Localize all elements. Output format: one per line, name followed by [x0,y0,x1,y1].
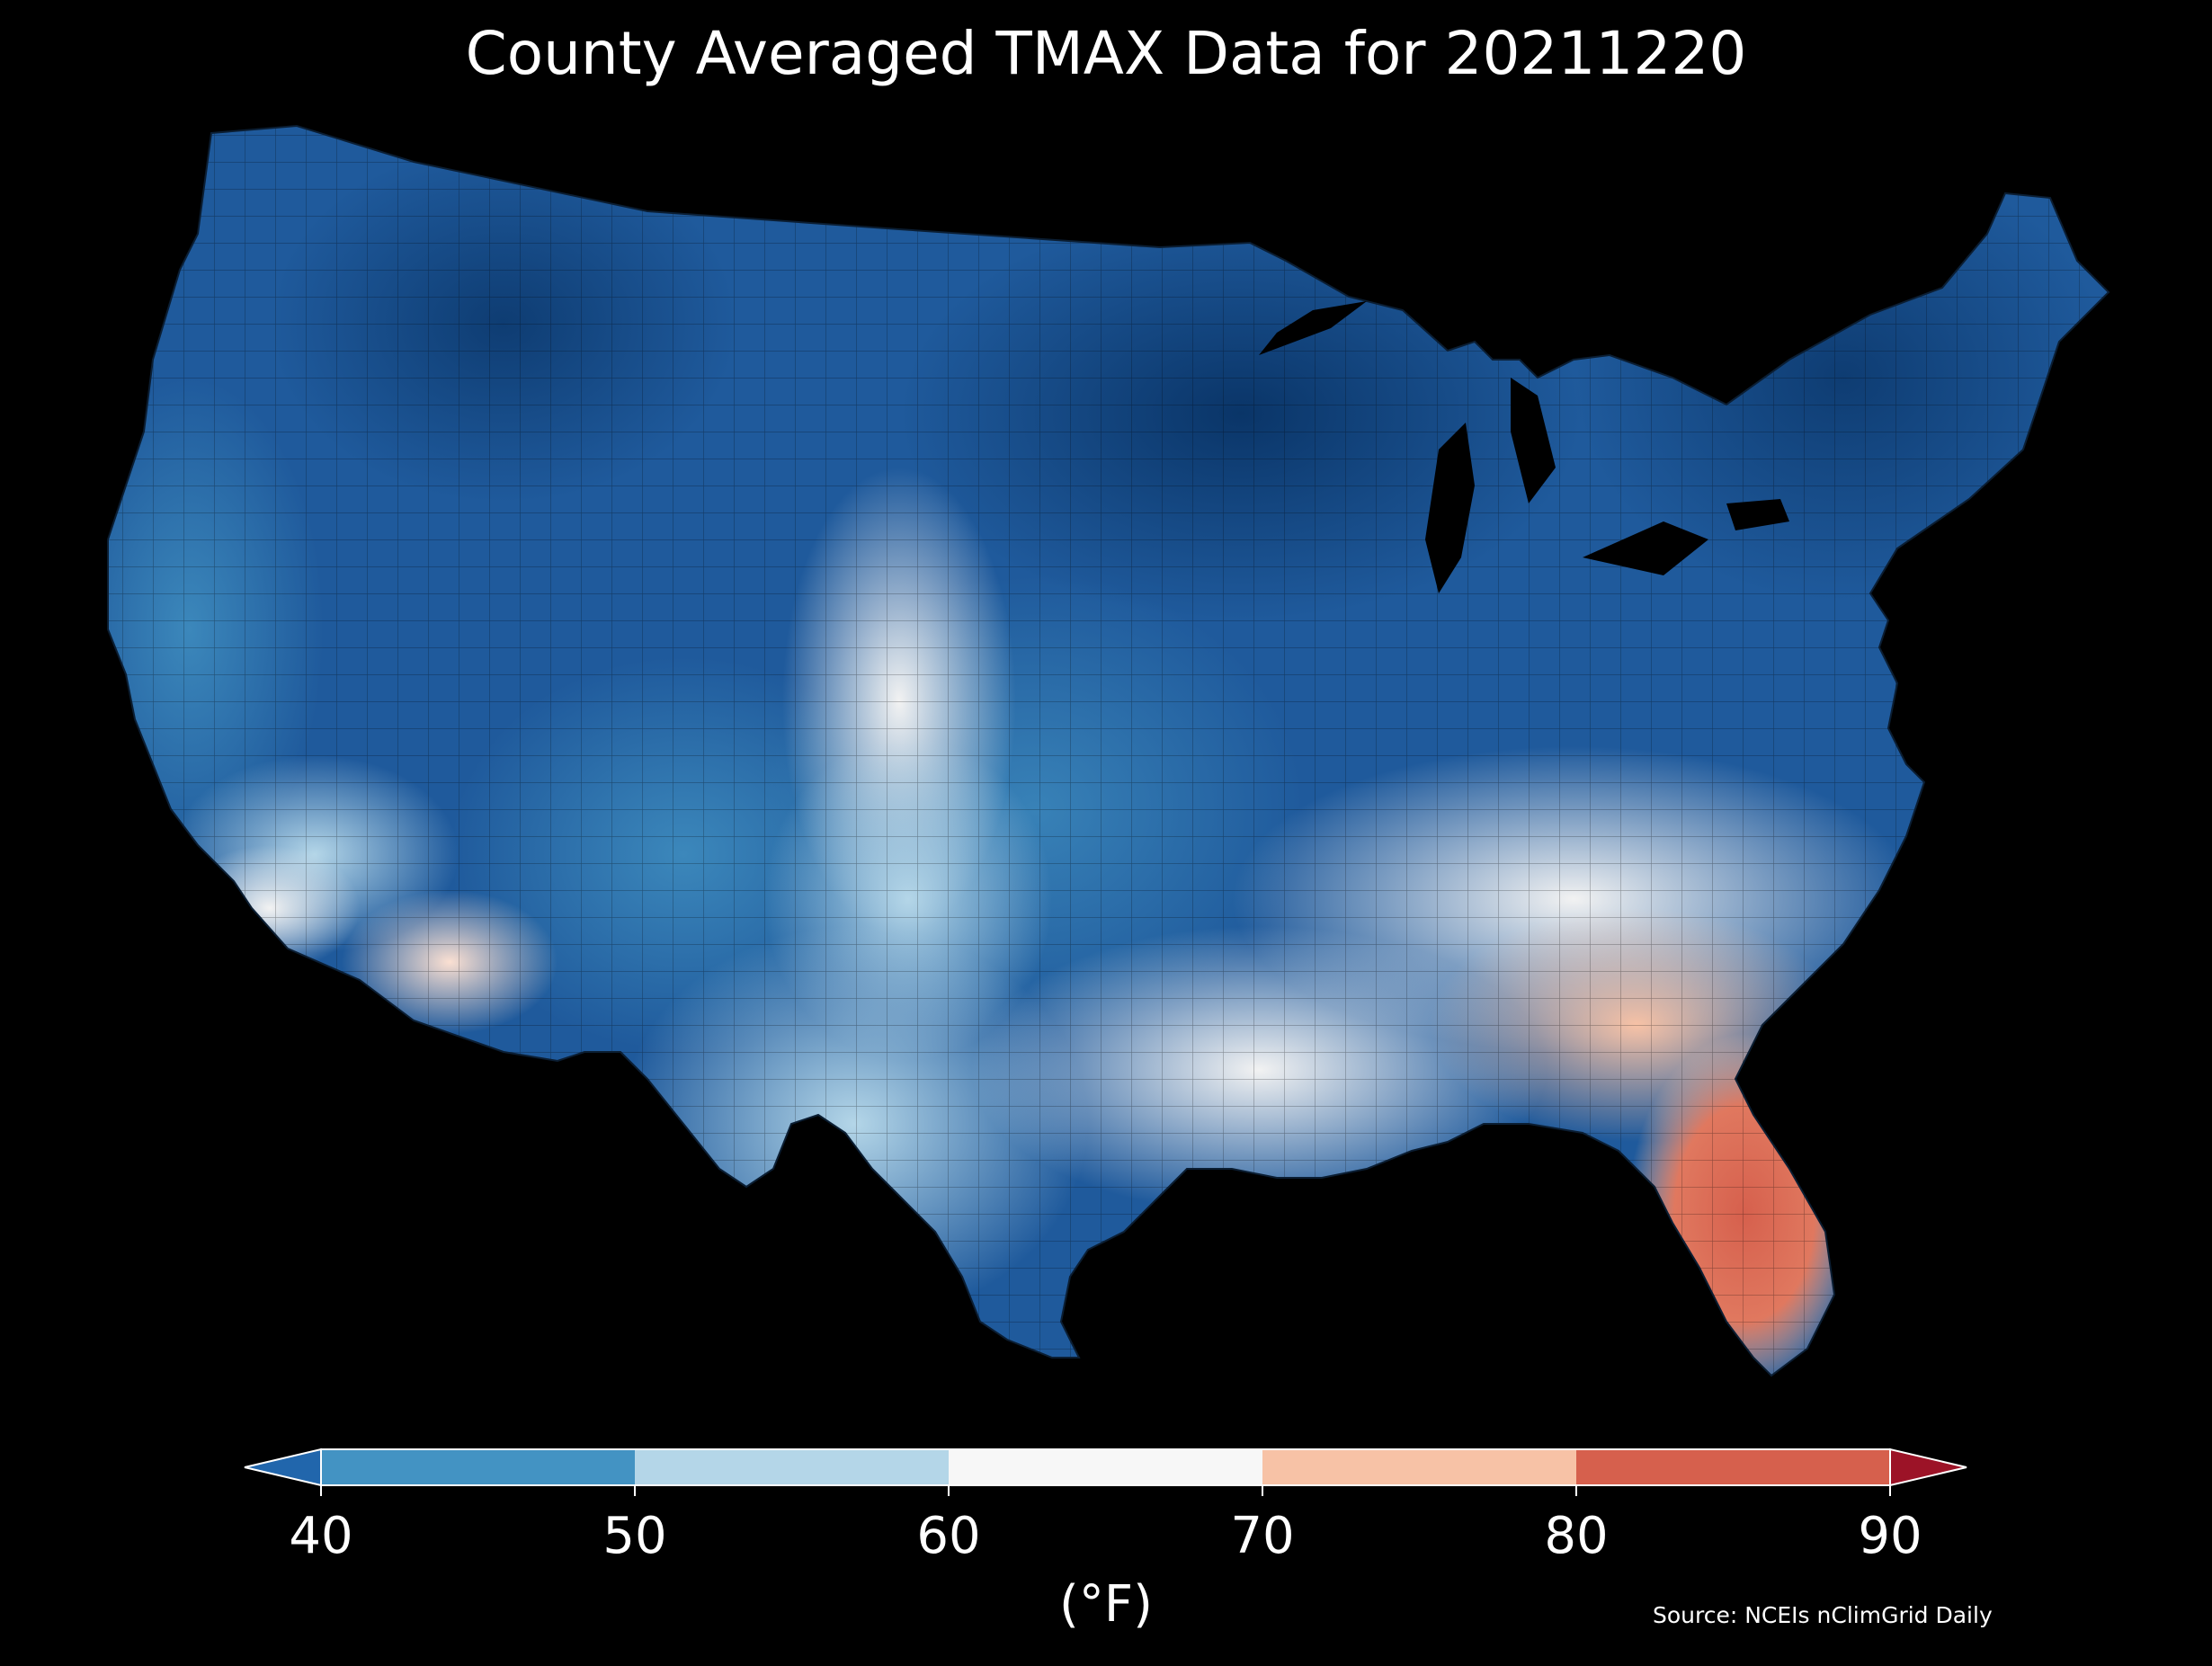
colorbar-extend-high [1889,1448,1967,1487]
colorbar-tick-40: 40 [289,1507,353,1565]
colorbar-tick-50: 50 [602,1507,667,1565]
colorbar-tick-60: 60 [916,1507,981,1565]
colorbar-bin-80-90 [1576,1449,1890,1485]
colorbar-tick-80: 80 [1544,1507,1609,1565]
source-credit: Source: NCEIs nClimGrid Daily [1653,1602,1993,1628]
map-title: County Averaged TMAX Data for 20211220 [465,19,1747,88]
colorbar-bin-50-60 [635,1449,949,1485]
colorbar-bin-40-50 [321,1449,635,1485]
colorbar-bin-60-70 [949,1449,1262,1485]
colorbar-unit-label: (°F) [1059,1575,1153,1634]
great-lakes [1259,301,1789,593]
colorbar-tick-70: 70 [1230,1507,1295,1565]
us-county-map [107,125,2109,1376]
colorbar-tick-90: 90 [1858,1507,1922,1565]
colorbar-extend-low [244,1448,322,1487]
colorbar-frame [320,1448,1891,1486]
colorbar-bin-70-80 [1262,1449,1576,1485]
